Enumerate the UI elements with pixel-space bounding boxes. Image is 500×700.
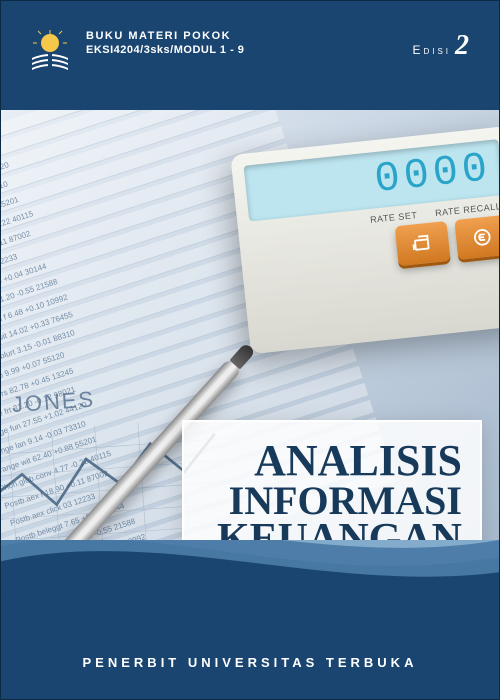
book-title: ANALISIS INFORMASI KEUANGAN xyxy=(202,440,462,540)
calculator-graphic: 0000 RATE SET RATE RECALL xyxy=(230,126,500,354)
title-panel: ANALISIS INFORMASI KEUANGAN Amilin xyxy=(182,420,482,540)
series-label: BUKU MATERI POKOK xyxy=(86,30,412,42)
cover-photo-area: Orange frs 82.78 +0.45 13245Orange frt 3… xyxy=(0,110,500,540)
title-line-1: ANALISIS xyxy=(202,440,462,482)
title-line-3: KEUANGAN xyxy=(202,520,462,540)
edition-number: 2 xyxy=(455,30,472,62)
edition-word: Edisi xyxy=(412,43,451,57)
footer-band: PENERBIT UNIVERSITAS TERBUKA xyxy=(0,540,500,700)
edition-label: Edisi 2 xyxy=(412,30,472,62)
publisher-name: PENERBIT UNIVERSITAS TERBUKA xyxy=(0,655,500,670)
header-text-block: BUKU MATERI POKOK EKSI4204/3sks/MODUL 1 … xyxy=(86,30,412,56)
calculator-key-feed-icon xyxy=(395,221,451,266)
title-line-2: INFORMASI xyxy=(202,482,462,520)
swoosh-graphic xyxy=(0,540,500,670)
course-code: EKSI4204/3sks/MODUL 1 - 9 xyxy=(86,44,412,56)
header-band: BUKU MATERI POKOK EKSI4204/3sks/MODUL 1 … xyxy=(0,0,500,110)
calculator-key-currency-icon xyxy=(454,215,500,260)
book-cover: BUKU MATERI POKOK EKSI4204/3sks/MODUL 1 … xyxy=(0,0,500,700)
rate-set-label: RATE SET xyxy=(370,210,418,225)
publisher-logo-icon xyxy=(28,30,72,74)
